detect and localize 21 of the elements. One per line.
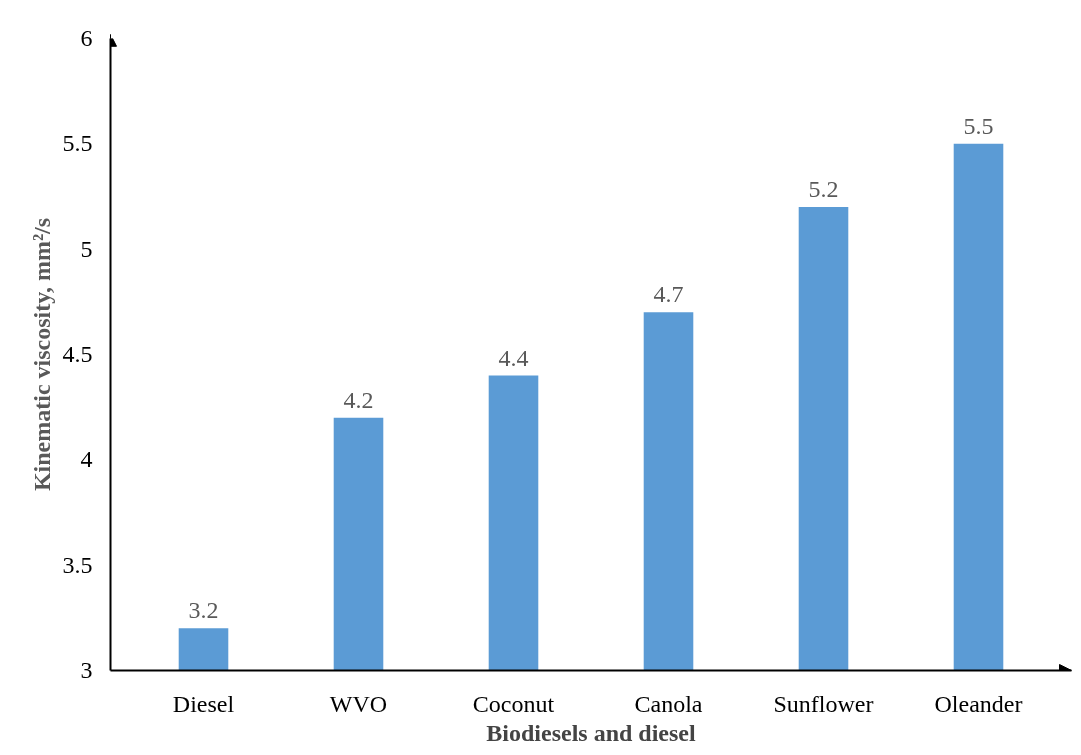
data-label: 4.4	[498, 344, 529, 371]
y-tick-label: 3.5	[62, 551, 93, 578]
x-tick-label: Coconut	[472, 690, 555, 717]
y-tick-label: 6	[80, 25, 93, 51]
x-tick-label: Diesel	[172, 690, 235, 717]
data-label: 5.2	[808, 176, 839, 203]
x-tick-label: Sunflower	[773, 690, 874, 717]
y-tick-label: 4	[80, 446, 93, 473]
x-tick-label: Oleander	[934, 690, 1023, 717]
x-tick-label: WVO	[329, 690, 388, 717]
y-axis-title: Kinematic viscosity, mm²/s	[28, 217, 55, 492]
y-tick-label: 4.5	[62, 341, 93, 367]
data-label: 5.5	[963, 112, 994, 139]
y-tick-label: 3	[80, 657, 93, 683]
y-tick-label: 5	[80, 235, 93, 262]
data-label: 4.2	[343, 386, 374, 413]
data-label: 4.7	[653, 281, 684, 308]
x-tick-label: Canola	[634, 690, 703, 717]
y-tick-label: 5.5	[62, 130, 93, 157]
x-axis-title: Biodiesels and diesel	[486, 719, 697, 746]
data-label: 3.2	[188, 597, 219, 624]
